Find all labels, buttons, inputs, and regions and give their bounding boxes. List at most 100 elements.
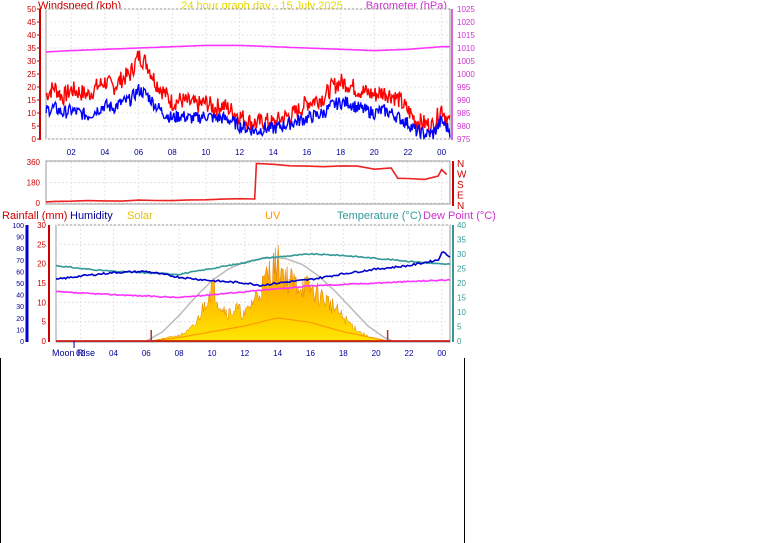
solar-hour-tick-label: 06 xyxy=(142,349,151,358)
temperature-tick-label: 35 xyxy=(457,236,466,245)
wind-hour-tick-label: 14 xyxy=(269,148,278,157)
moon-rise-label: Moon Rise xyxy=(52,348,95,358)
solar-hour-tick-label: 10 xyxy=(208,349,217,358)
legend-solar: Solar xyxy=(127,210,153,222)
wind-hour-tick-label: 08 xyxy=(168,148,177,157)
wind-series xyxy=(45,44,451,140)
rain-tick-labels: 0 5 10 15 20 25 30 xyxy=(37,221,46,346)
wind-hour-tick-label: 22 xyxy=(403,148,412,157)
solar-hour-tick-label: 12 xyxy=(240,349,249,358)
direction-tick-label: 360 xyxy=(27,158,41,167)
temperature-tick-label: 40 xyxy=(457,221,466,230)
barometer-tick-label: 995 xyxy=(457,83,471,92)
solar-area xyxy=(151,244,388,342)
barometer-series-line xyxy=(45,44,450,53)
rain-tick-label: 0 xyxy=(42,337,47,346)
direction-tick-label: 0 xyxy=(36,199,41,208)
windspeed-tick-label: 25 xyxy=(27,70,36,79)
humidity-tick-label: 90 xyxy=(16,235,24,242)
compass-label: E xyxy=(457,191,464,202)
legend-dewpoint: Dew Point (°C) xyxy=(423,210,496,222)
rain-tick-label: 15 xyxy=(37,279,46,288)
wind-hour-tick-labels: 02 04 06 08 10 12 14 16 18 20 22 00 xyxy=(67,148,447,157)
windspeed-tick-label: 40 xyxy=(27,31,36,40)
rain-tick-label: 25 xyxy=(37,240,46,249)
wind-hour-tick-label: 00 xyxy=(437,148,446,157)
humidity-tick-label: 30 xyxy=(16,304,24,311)
humidity-tick-label: 40 xyxy=(16,293,24,300)
dewpoint-line xyxy=(55,278,451,299)
humidity-tick-label: 0 xyxy=(20,339,24,346)
windspeed-tick-label: 20 xyxy=(27,83,36,92)
temperature-line xyxy=(56,252,451,276)
wind-hour-tick-label: 16 xyxy=(302,148,311,157)
barometer-tick-label: 1025 xyxy=(457,5,475,14)
barometer-tick-label: 1005 xyxy=(457,57,475,66)
barometer-tick-label: 1000 xyxy=(457,70,475,79)
solar-hour-tick-labels: 02 04 06 08 10 12 14 16 18 20 22 00 xyxy=(76,349,447,358)
solar-hour-tick-label: 22 xyxy=(405,349,414,358)
compass-label: N xyxy=(457,159,464,170)
wind-direction-line xyxy=(45,162,448,203)
solar-hour-tick-label: 04 xyxy=(109,349,118,358)
solar-hour-tick-label: 00 xyxy=(437,349,446,358)
wind-hour-tick-label: 10 xyxy=(201,148,210,157)
temperature-tick-label: 0 xyxy=(457,337,462,346)
humidity-tick-labels: 0 10 20 30 40 50 60 70 80 90 100 xyxy=(12,223,24,346)
barometer-tick-label: 985 xyxy=(457,109,471,118)
temperature-tick-label: 20 xyxy=(457,279,466,288)
windspeed-tick-label: 0 xyxy=(32,135,37,144)
direction-gridlines xyxy=(46,161,450,204)
legend-temperature: Temperature (°C) xyxy=(337,210,421,222)
humidity-tick-label: 100 xyxy=(12,223,24,230)
wind-hour-tick-label: 20 xyxy=(370,148,379,157)
humidity-tick-label: 70 xyxy=(16,258,24,265)
barometer-tick-label: 980 xyxy=(457,122,471,131)
temperature-tick-labels: 0 5 10 15 20 25 30 35 40 xyxy=(457,221,466,346)
windspeed-tick-label: 15 xyxy=(27,96,36,105)
legend-humidity: Humidity xyxy=(70,210,113,222)
wind-hour-tick-label: 06 xyxy=(134,148,143,157)
windspeed-tick-labels: 0 5 10 15 20 25 30 35 40 45 50 xyxy=(27,5,36,144)
solar-hour-tick-label: 18 xyxy=(339,349,348,358)
wind-hour-tick-label: 18 xyxy=(336,148,345,157)
legend: Rainfall (mm) Humidity Solar UV Temperat… xyxy=(2,210,496,222)
compass-label: S xyxy=(457,180,464,191)
barometer-tick-label: 990 xyxy=(457,96,471,105)
windspeed-tick-label: 50 xyxy=(27,5,36,14)
solar-hour-tick-label: 02 xyxy=(76,349,85,358)
solar-hour-tick-label: 08 xyxy=(175,349,184,358)
humidity-tick-label: 10 xyxy=(16,327,24,334)
solar-series xyxy=(55,244,451,348)
solar-hour-tick-label: 20 xyxy=(372,349,381,358)
windspeed-tick-label: 10 xyxy=(27,109,36,118)
rain-tick-label: 30 xyxy=(37,221,46,230)
temperature-tick-label: 25 xyxy=(457,265,466,274)
uv-line xyxy=(151,317,388,342)
windspeed-tick-label: 5 xyxy=(32,122,37,131)
solar-hour-tick-label: 14 xyxy=(273,349,282,358)
compass-label: W xyxy=(457,170,467,181)
temperature-tick-label: 10 xyxy=(457,308,466,317)
wind-hour-tick-label: 04 xyxy=(100,148,109,157)
legend-uv: UV xyxy=(265,210,281,222)
windspeed-tick-label: 30 xyxy=(27,57,36,66)
barometer-tick-labels: 975 980 985 990 995 1000 1005 1010 1015 1020 1025 xyxy=(457,5,475,144)
humidity-tick-label: 80 xyxy=(16,246,24,253)
wind-hour-tick-label: 02 xyxy=(67,148,76,157)
gust-series-line xyxy=(45,84,451,140)
humidity-tick-label: 50 xyxy=(16,281,24,288)
wind-hour-tick-label: 12 xyxy=(235,148,244,157)
humidity-line xyxy=(55,250,451,287)
temperature-tick-label: 15 xyxy=(457,294,466,303)
solar-temperature-panel: 0 10 20 30 40 50 60 70 80 90 100 0 5 10 15 20 25 30 0 5 10… xyxy=(12,221,466,358)
barometer-tick-label: 1020 xyxy=(457,18,475,27)
humidity-tick-label: 60 xyxy=(16,269,24,276)
blank-area xyxy=(0,358,465,543)
barometer-tick-label: 975 xyxy=(457,135,471,144)
